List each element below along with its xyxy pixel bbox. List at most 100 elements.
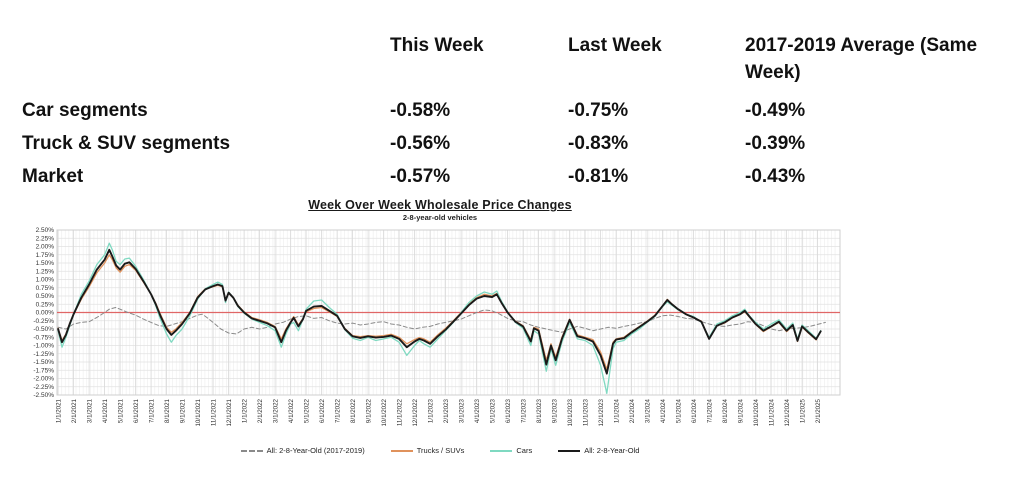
svg-text:2/1/2021: 2/1/2021 xyxy=(71,398,78,423)
dashed-gray-line-swatch xyxy=(240,449,263,452)
svg-text:1.25%: 1.25% xyxy=(36,268,55,275)
car-this-week-value: -0.58% xyxy=(390,100,451,121)
svg-text:6/1/2022: 6/1/2022 xyxy=(319,398,326,423)
table-row: Market -0.57% -0.81% -0.43% xyxy=(22,163,1017,190)
row-label-market: Market xyxy=(22,166,84,187)
svg-text:8/1/2024: 8/1/2024 xyxy=(722,398,729,423)
svg-text:8/1/2022: 8/1/2022 xyxy=(350,398,357,423)
chart-title: Week Over Week Wholesale Price Changes xyxy=(308,198,572,212)
svg-text:9/1/2022: 9/1/2022 xyxy=(365,398,372,423)
svg-text:2/1/2025: 2/1/2025 xyxy=(815,398,822,423)
market-this-week-value: -0.57% xyxy=(390,166,451,187)
car-last-week-value: -0.75% xyxy=(568,100,629,121)
svg-text:10/1/2024: 10/1/2024 xyxy=(753,398,760,426)
svg-text:10/1/2022: 10/1/2022 xyxy=(381,398,388,426)
svg-text:0.00%: 0.00% xyxy=(36,310,55,317)
svg-text:1.50%: 1.50% xyxy=(36,260,55,267)
svg-text:4/1/2023: 4/1/2023 xyxy=(474,398,481,423)
legend-label: Cars xyxy=(516,446,533,455)
svg-text:1.75%: 1.75% xyxy=(36,252,55,259)
svg-text:5/1/2021: 5/1/2021 xyxy=(117,398,124,423)
svg-text:-1.50%: -1.50% xyxy=(33,359,54,366)
svg-text:-0.25%: -0.25% xyxy=(33,318,54,325)
svg-text:1.00%: 1.00% xyxy=(36,277,55,284)
truck-average-value: -0.39% xyxy=(745,133,806,154)
legend-item-trucks-suvs: Trucks / SUVs xyxy=(390,446,464,455)
svg-text:5/1/2024: 5/1/2024 xyxy=(675,398,682,423)
truck-this-week-value: -0.56% xyxy=(390,133,451,154)
svg-text:12/1/2022: 12/1/2022 xyxy=(412,398,419,426)
market-last-week-value: -0.81% xyxy=(568,166,629,187)
svg-text:2.00%: 2.00% xyxy=(36,244,55,251)
truck-last-week-value: -0.83% xyxy=(568,133,629,154)
svg-text:3/1/2021: 3/1/2021 xyxy=(86,398,93,423)
svg-text:12/1/2021: 12/1/2021 xyxy=(226,398,233,426)
svg-text:6/1/2024: 6/1/2024 xyxy=(691,398,698,423)
row-label-truck-suv-segments: Truck & SUV segments xyxy=(22,133,231,154)
chart-subtitle: 2-8-year-old vehicles xyxy=(402,213,478,222)
svg-text:2/1/2023: 2/1/2023 xyxy=(443,398,450,423)
svg-text:11/1/2022: 11/1/2022 xyxy=(396,398,403,426)
black-line-swatch xyxy=(558,449,581,452)
svg-text:5/1/2022: 5/1/2022 xyxy=(303,398,310,423)
svg-text:10/1/2021: 10/1/2021 xyxy=(195,398,202,426)
svg-text:-2.25%: -2.25% xyxy=(33,384,54,391)
legend-label: All: 2-8-Year-Old xyxy=(584,446,640,455)
header-spacer xyxy=(22,32,390,86)
svg-text:3/1/2023: 3/1/2023 xyxy=(458,398,465,423)
svg-text:4/1/2024: 4/1/2024 xyxy=(660,398,667,423)
chart-legend: All: 2-8-Year-Old (2017-2019) Trucks / S… xyxy=(25,446,855,455)
orange-line-swatch xyxy=(390,449,413,452)
svg-text:2/1/2024: 2/1/2024 xyxy=(629,398,636,423)
svg-text:6/1/2021: 6/1/2021 xyxy=(133,398,140,423)
svg-text:7/1/2024: 7/1/2024 xyxy=(706,398,713,423)
svg-text:-1.00%: -1.00% xyxy=(33,343,54,350)
svg-text:12/1/2024: 12/1/2024 xyxy=(784,398,791,426)
svg-text:9/1/2023: 9/1/2023 xyxy=(551,398,558,423)
svg-text:-0.50%: -0.50% xyxy=(33,326,54,333)
legend-item-all-2-8-year-old: All: 2-8-Year-Old xyxy=(558,446,639,455)
svg-text:11/1/2023: 11/1/2023 xyxy=(582,398,589,426)
svg-text:9/1/2021: 9/1/2021 xyxy=(179,398,186,423)
svg-text:6/1/2023: 6/1/2023 xyxy=(505,398,512,423)
svg-text:11/1/2021: 11/1/2021 xyxy=(210,398,217,426)
svg-text:10/1/2023: 10/1/2023 xyxy=(567,398,574,426)
svg-text:8/1/2023: 8/1/2023 xyxy=(536,398,543,423)
svg-text:-1.25%: -1.25% xyxy=(33,351,54,358)
svg-text:7/1/2021: 7/1/2021 xyxy=(148,398,155,423)
col-header-last-week: Last Week xyxy=(568,35,662,56)
col-header-this-week: This Week xyxy=(390,35,484,56)
svg-text:-0.75%: -0.75% xyxy=(33,334,54,341)
svg-text:9/1/2024: 9/1/2024 xyxy=(737,398,744,423)
svg-text:-2.50%: -2.50% xyxy=(33,392,54,399)
wholesale-price-chart: Week Over Week Wholesale Price Changes 2… xyxy=(25,198,855,455)
svg-text:4/1/2021: 4/1/2021 xyxy=(102,398,109,423)
svg-text:-2.00%: -2.00% xyxy=(33,376,54,383)
svg-text:1/1/2021: 1/1/2021 xyxy=(55,398,62,423)
legend-item-cars: Cars xyxy=(490,446,532,455)
svg-text:7/1/2022: 7/1/2022 xyxy=(334,398,341,423)
svg-text:1/1/2022: 1/1/2022 xyxy=(241,398,248,423)
svg-text:0.25%: 0.25% xyxy=(36,301,55,308)
svg-text:0.50%: 0.50% xyxy=(36,293,55,300)
table-row: Truck & SUV segments -0.56% -0.83% -0.39… xyxy=(22,130,1017,157)
svg-text:7/1/2023: 7/1/2023 xyxy=(520,398,527,423)
svg-text:1/1/2024: 1/1/2024 xyxy=(613,398,620,423)
teal-line-swatch xyxy=(490,449,513,452)
car-average-value: -0.49% xyxy=(745,100,806,121)
table-header-row: This Week Last Week 2017-2019 Average (S… xyxy=(22,32,1017,86)
market-average-value: -0.43% xyxy=(745,166,806,187)
svg-text:11/1/2024: 11/1/2024 xyxy=(768,398,775,426)
svg-text:-1.75%: -1.75% xyxy=(33,367,54,374)
svg-text:0.75%: 0.75% xyxy=(36,285,55,292)
svg-text:2/1/2022: 2/1/2022 xyxy=(257,398,264,423)
svg-text:5/1/2023: 5/1/2023 xyxy=(489,398,496,423)
svg-text:2.25%: 2.25% xyxy=(36,235,55,242)
svg-text:12/1/2023: 12/1/2023 xyxy=(598,398,605,426)
svg-text:3/1/2022: 3/1/2022 xyxy=(272,398,279,423)
svg-text:1/1/2023: 1/1/2023 xyxy=(427,398,434,423)
line-chart-plot: 2.50%2.25% 2.00%1.75%1.50%1.25% 1.00%0.75%… xyxy=(33,227,841,427)
legend-label: All: 2-8-Year-Old (2017-2019) xyxy=(266,446,365,455)
col-header-2017-2019-average: 2017-2019 Average (Same Week) xyxy=(745,35,978,83)
